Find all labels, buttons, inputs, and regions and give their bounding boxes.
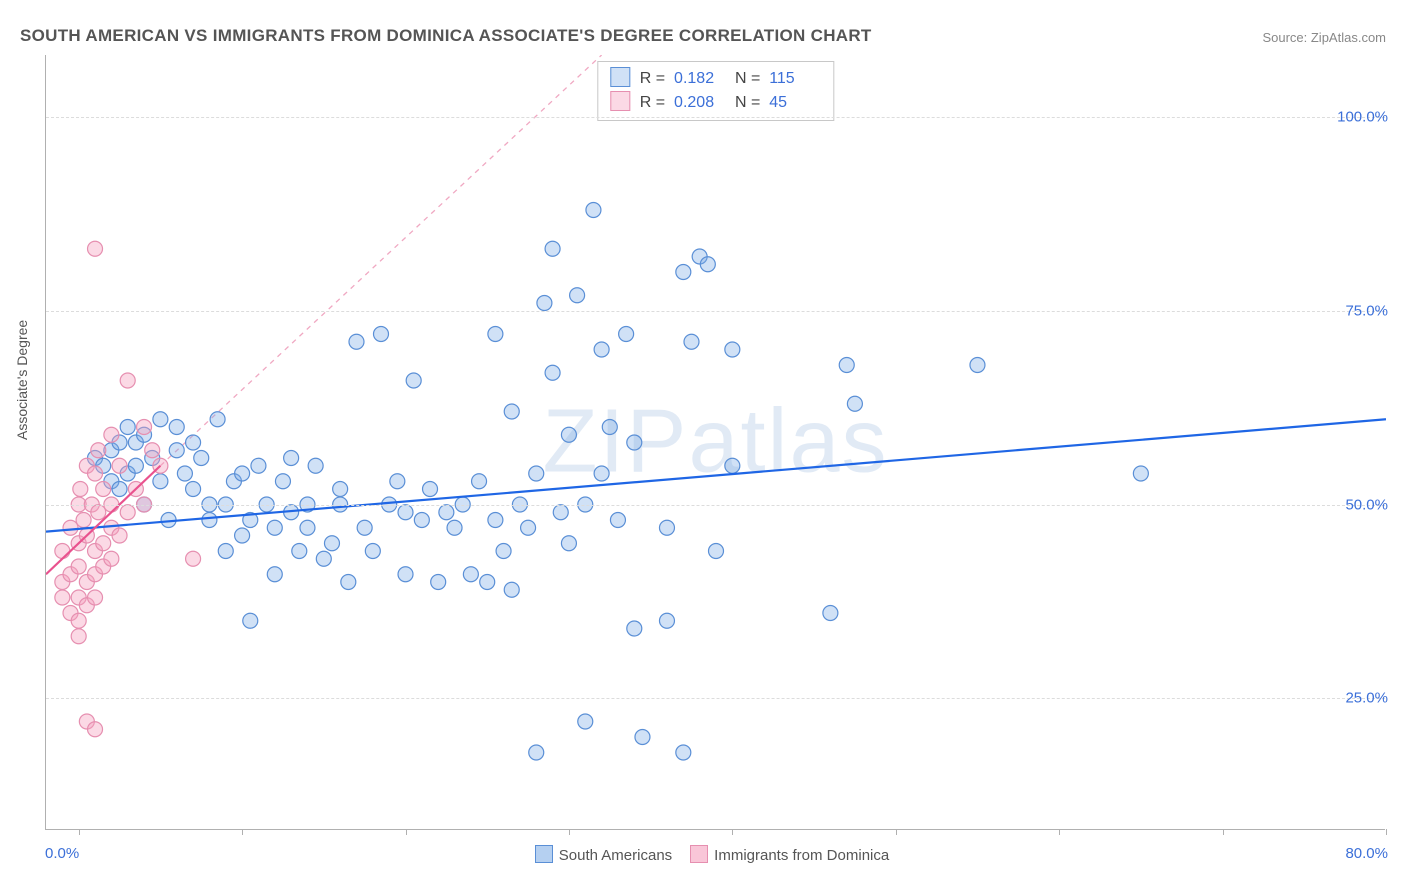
- y-tick-label: 100.0%: [1337, 109, 1388, 126]
- x-tick: [732, 829, 733, 835]
- x-tick: [406, 829, 407, 835]
- scatter-svg: [46, 55, 1386, 830]
- legend-bottom: South Americans Immigrants from Dominica: [0, 845, 1406, 864]
- x-tick: [1059, 829, 1060, 835]
- gridline: [46, 505, 1385, 506]
- gridline: [46, 117, 1385, 118]
- x-tick: [896, 829, 897, 835]
- legend-label: South Americans: [559, 847, 672, 864]
- x-tick: [1386, 829, 1387, 835]
- gridline: [46, 311, 1385, 312]
- y-axis-label: Associate's Degree: [14, 320, 30, 440]
- gridline: [46, 698, 1385, 699]
- x-tick: [79, 829, 80, 835]
- x-tick: [569, 829, 570, 835]
- legend-swatch: [690, 845, 708, 863]
- x-tick: [242, 829, 243, 835]
- y-tick-label: 25.0%: [1345, 690, 1388, 707]
- chart-title: SOUTH AMERICAN VS IMMIGRANTS FROM DOMINI…: [20, 26, 872, 46]
- y-tick-label: 75.0%: [1345, 302, 1388, 319]
- y-tick-label: 50.0%: [1345, 496, 1388, 513]
- plot-area: ZIPatlas R = 0.182 N = 115R = 0.208 N = …: [45, 55, 1385, 830]
- stats-row: R = 0.208 N = 45: [610, 91, 821, 115]
- legend-label: Immigrants from Dominica: [714, 847, 889, 864]
- source-label: Source: ZipAtlas.com: [1262, 30, 1386, 45]
- stats-legend-box: R = 0.182 N = 115R = 0.208 N = 45: [597, 61, 834, 121]
- stats-row: R = 0.182 N = 115: [610, 67, 821, 91]
- legend-swatch: [535, 845, 553, 863]
- x-tick: [1223, 829, 1224, 835]
